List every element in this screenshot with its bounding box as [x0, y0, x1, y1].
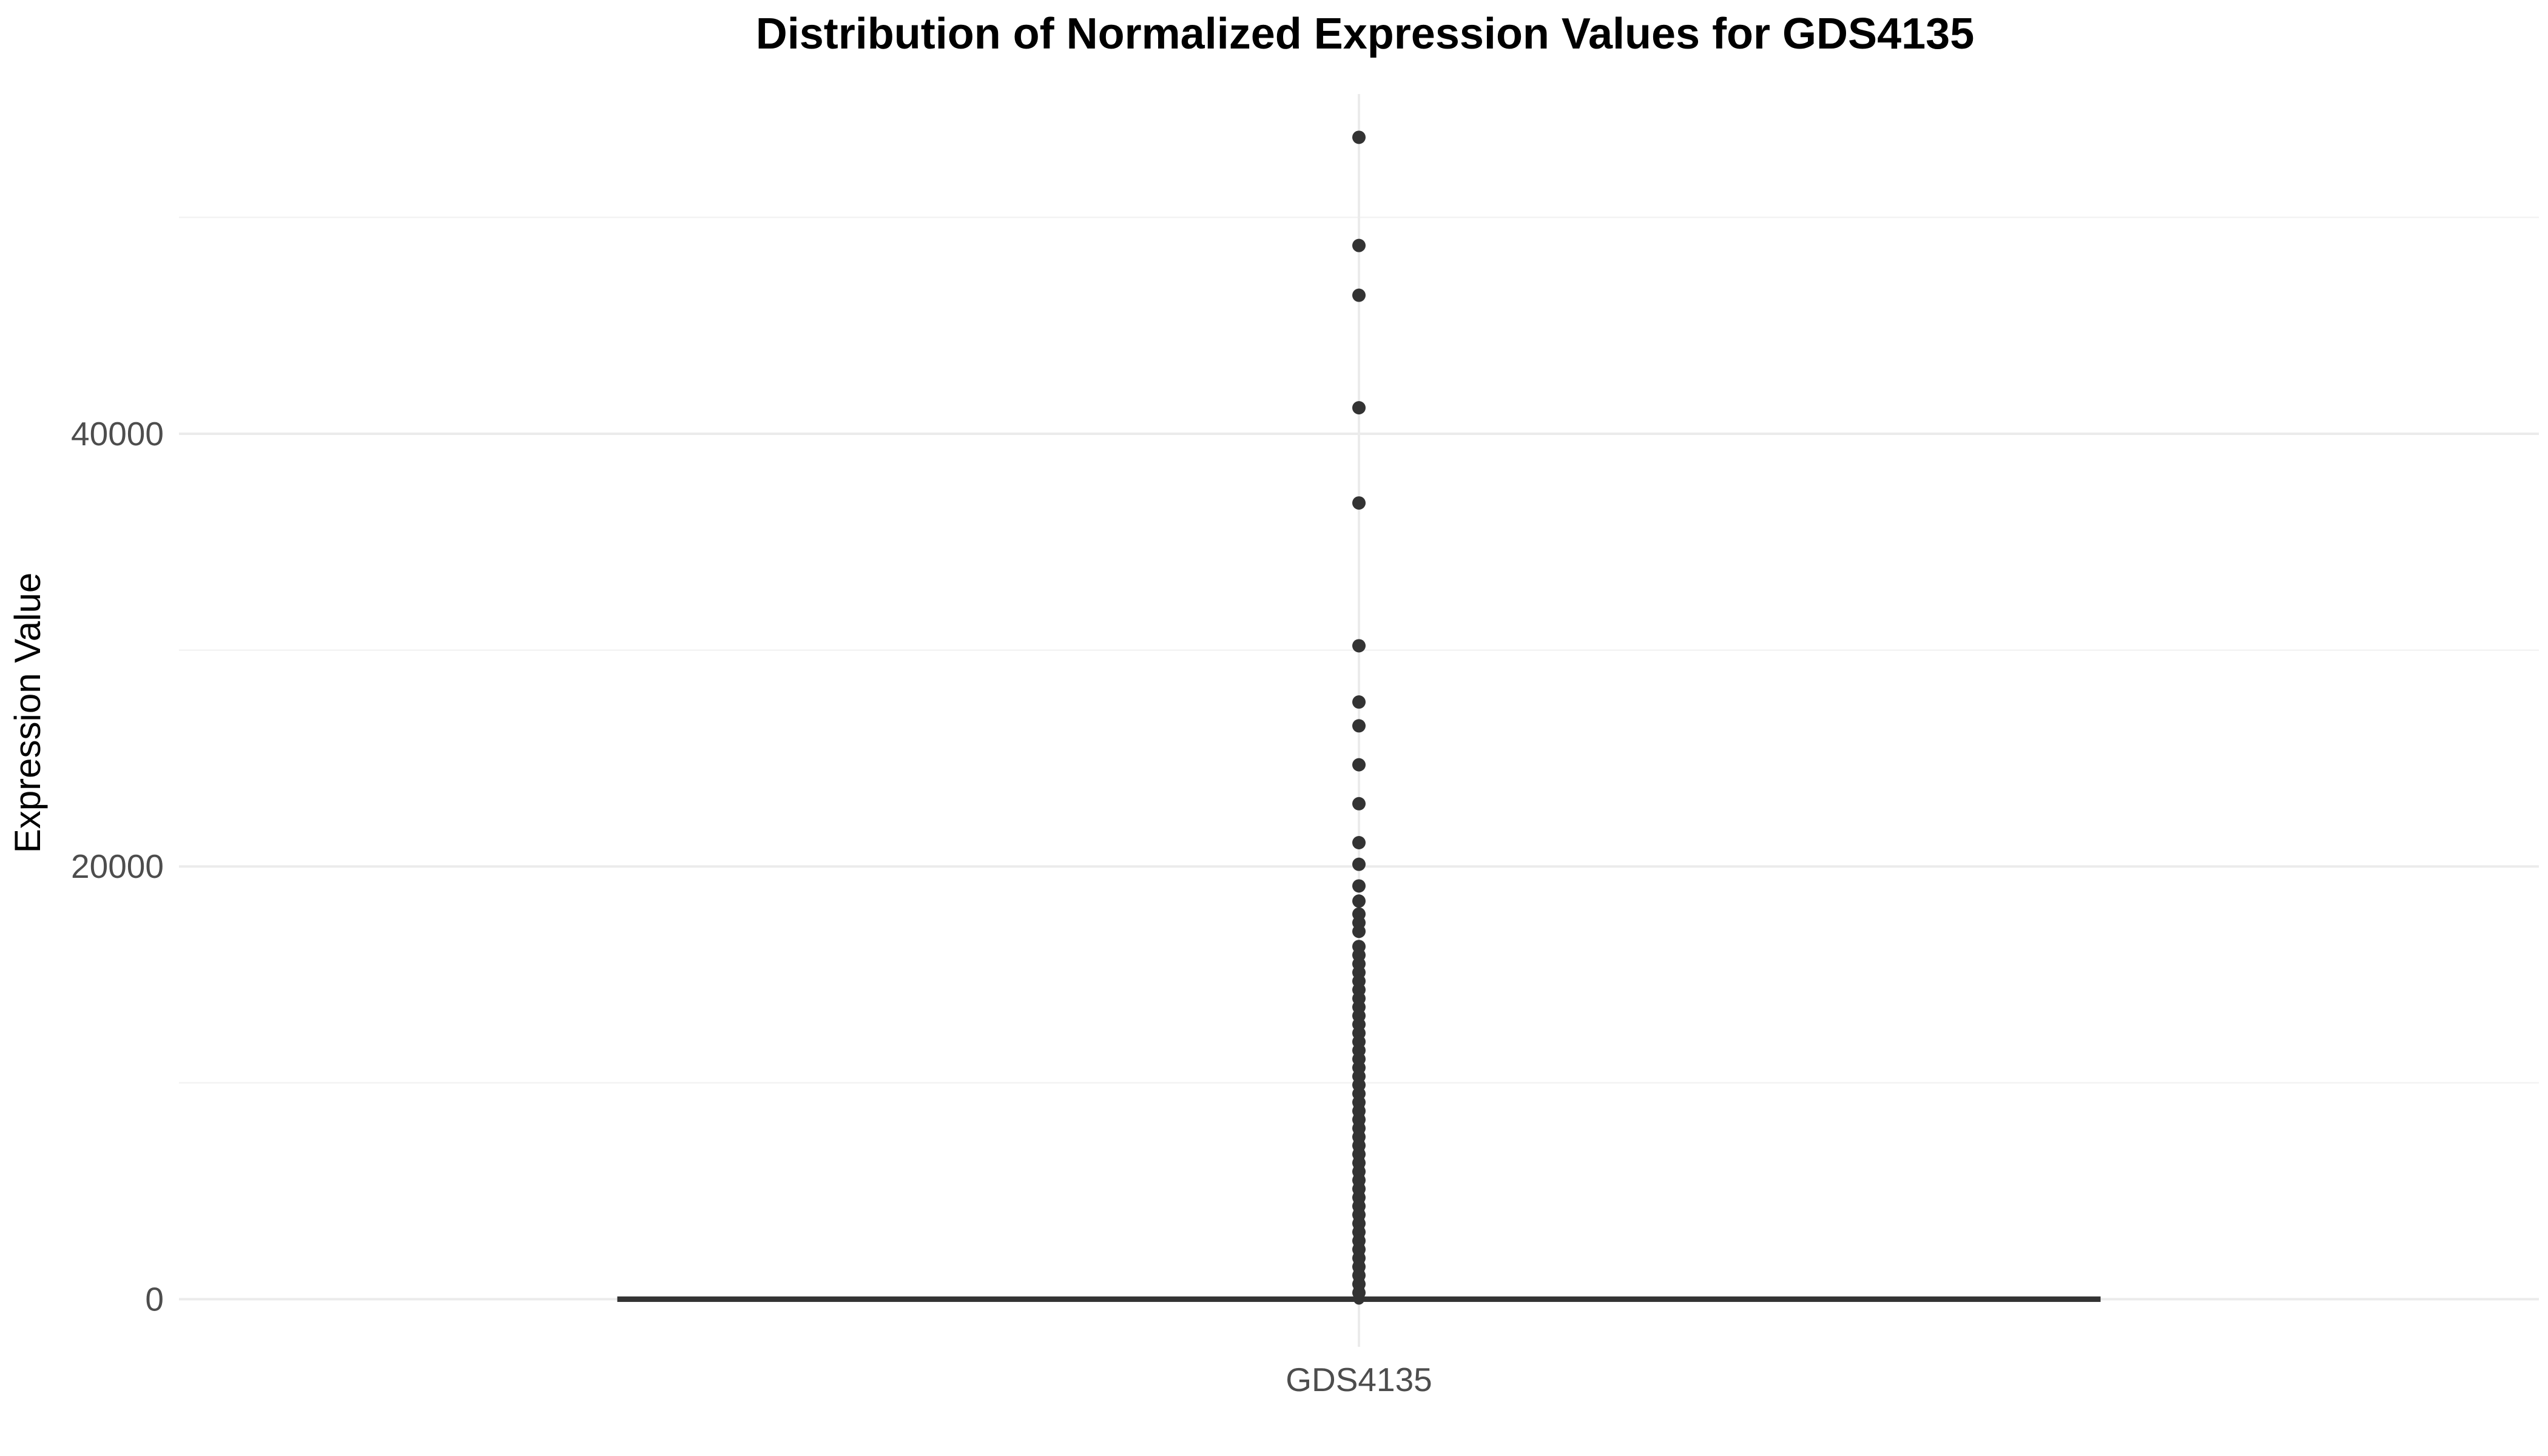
tick-labels: 0 20000 40000 GDS4135: [71, 415, 1432, 1398]
outlier-point: [1352, 238, 1366, 252]
outlier-point: [1352, 857, 1366, 871]
x-tick-label-GDS4135: GDS4135: [1286, 1361, 1432, 1398]
y-tick-label-0: 0: [145, 1281, 164, 1318]
outlier-point: [1352, 695, 1366, 709]
outlier-point: [1352, 401, 1366, 415]
y-tick-label-40000: 40000: [71, 415, 164, 453]
outlier-point: [1352, 879, 1366, 893]
outlier-points: [1352, 130, 1366, 1305]
outlier-point: [1352, 1286, 1366, 1299]
y-tick-label-20000: 20000: [71, 848, 164, 885]
y-axis-title: Expression Value: [7, 573, 48, 853]
outlier-point: [1352, 797, 1366, 811]
outlier-point: [1352, 719, 1366, 733]
outlier-point: [1352, 496, 1366, 510]
outlier-point: [1352, 758, 1366, 772]
outlier-point: [1352, 836, 1366, 850]
outlier-point: [1352, 639, 1366, 653]
outlier-point: [1352, 925, 1366, 939]
outlier-point: [1352, 894, 1366, 908]
outlier-point: [1352, 288, 1366, 302]
outlier-point: [1352, 130, 1366, 144]
chart-title: Distribution of Normalized Expression Va…: [756, 10, 1975, 58]
